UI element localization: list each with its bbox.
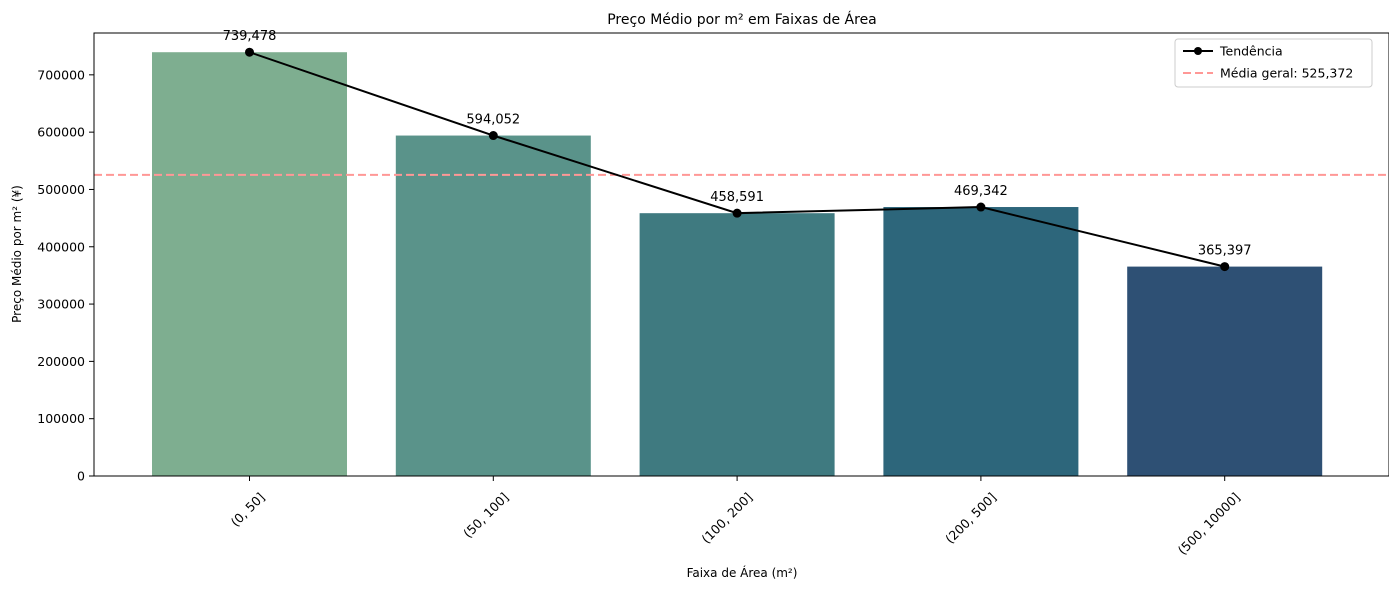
- y-tick-label-7: 700000: [37, 67, 85, 82]
- chart-title: Preço Médio por m² em Faixas de Área: [607, 11, 877, 28]
- legend: Tendência Média geral: 525,372: [1174, 38, 1373, 88]
- bar-3: [883, 207, 1079, 476]
- x-axis: (0, 50] (50, 100] (100, 200] (200, 500] (500…: [228, 476, 1243, 558]
- x-tick-label-3: (200, 500]: [942, 490, 999, 547]
- value-label-4: 365,397: [1198, 244, 1252, 259]
- bars-group: [152, 52, 1323, 477]
- y-tick-label-1: 100000: [37, 411, 85, 426]
- bar-1: [395, 135, 591, 476]
- value-label-0: 739,478: [223, 29, 277, 44]
- bar-4: [1127, 266, 1323, 476]
- plot-frame: [93, 32, 1389, 477]
- bar-0: [152, 52, 347, 477]
- legend-box: [1174, 38, 1373, 88]
- value-label-3: 469,342: [954, 184, 1008, 199]
- y-tick-label-0: 0: [77, 469, 85, 484]
- x-tick-label-4: (500, 10000]: [1175, 490, 1243, 558]
- y-tick-label-4: 400000: [37, 239, 85, 254]
- x-tick-label-2: (100, 200]: [698, 490, 755, 547]
- legend-ref-label: Média geral: 525,372: [1220, 66, 1353, 81]
- trend-point-2: [732, 208, 742, 218]
- y-tick-label-2: 200000: [37, 354, 85, 369]
- trend-points-group: [245, 47, 1230, 272]
- value-label-1: 594,052: [466, 113, 520, 128]
- y-tick-label-3: 300000: [37, 297, 85, 312]
- y-tick-label-5: 500000: [37, 182, 85, 197]
- legend-trend-marker: [1194, 47, 1202, 55]
- trend-point-0: [245, 47, 254, 57]
- y-axis-label: Preço Médio por m² (¥): [10, 185, 24, 323]
- trend-point-1: [488, 131, 498, 141]
- x-tick-label-0: (0, 50]: [228, 490, 268, 530]
- y-tick-label-6: 600000: [37, 125, 85, 140]
- trend-point-4: [1220, 262, 1230, 272]
- value-label-2: 458,591: [710, 190, 764, 205]
- trend-point-3: [976, 202, 986, 212]
- y-axis: 0 100000 200000 300000 400000 500000 600000 700…: [37, 67, 94, 484]
- legend-trend-label: Tendência: [1219, 44, 1283, 59]
- x-tick-label-1: (50, 100]: [460, 490, 511, 541]
- bar-2: [639, 213, 835, 476]
- x-axis-label: Faixa de Área (m²): [687, 565, 798, 580]
